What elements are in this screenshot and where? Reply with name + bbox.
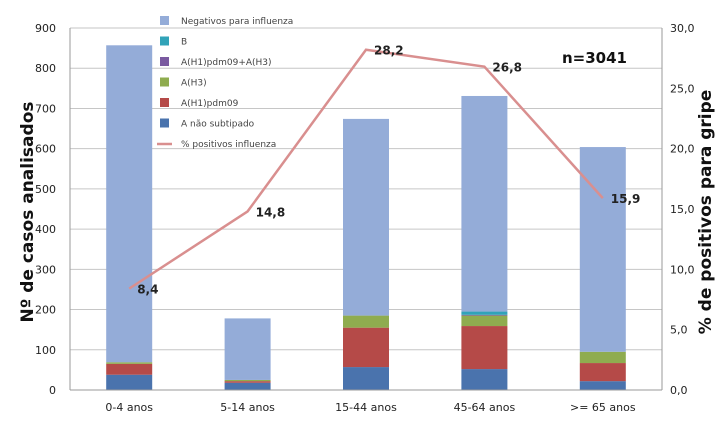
y-tick-left: 800 [35,62,56,75]
bar-segment [579,351,626,364]
line-series [128,48,604,290]
bar-segment [579,363,626,382]
y-axis-title-left: Nº de casos analisados [18,102,38,323]
sample-size-annotation: n=3041 [562,49,627,67]
bar-segment [106,362,153,364]
legend-label: A(H1)pdm09 [181,99,239,109]
y-tick-right: 15,0 [670,203,695,216]
y-tick-left: 700 [35,102,56,115]
legend-label: A(H1)pdm09+A(H3) [181,58,272,68]
x-tick-label: 45-64 anos [454,401,516,414]
y-tick-left: 400 [35,223,56,236]
bar-segment [343,118,389,316]
legend-label: A não subtipado [181,120,255,130]
bar-segment [579,381,626,390]
bar-segment [343,327,389,368]
bar-segment [343,367,389,390]
y-tick-left: 600 [35,143,56,156]
bar-segment [106,45,153,363]
labels: 8,4 14,8 28,2 26,8 15,9 [137,44,640,297]
y-tick-right: 30,0 [670,22,695,35]
legend-swatch [160,16,169,25]
y-tick-right: 5,0 [670,324,688,337]
y-tick-right: 25,0 [670,82,695,95]
y-tick-left: 200 [35,304,56,317]
line-data-label: 14,8 [256,205,286,219]
bar-segment [224,318,271,380]
bar-segment [224,381,271,383]
legend-swatch [160,98,169,107]
bar-segment [106,374,153,390]
bar-segment [461,314,508,316]
bar-segment [461,326,508,370]
legend-label: Negativos para influenza [181,17,293,27]
bars [106,45,626,390]
bar-segment [461,311,508,315]
bar-segment [224,382,271,390]
legend-swatch [160,77,169,87]
line-positivos [128,48,604,290]
bar-segment [343,315,389,328]
y-tick-right: 0,0 [670,384,688,397]
line-data-label: 15,9 [611,192,641,206]
legend-label: % positivos influenza [181,140,276,150]
x-tick-label: 5-14 anos [220,401,275,414]
bar-segment [461,315,508,327]
bar-segment [579,147,626,352]
x-tick-label: 0-4 anos [105,401,153,414]
line-data-label: 28,2 [374,44,404,58]
legend-swatch [160,118,169,128]
y-tick-right: 20,0 [670,143,695,156]
y-tick-left: 500 [35,183,56,196]
x-tick-label: >= 65 anos [570,401,636,414]
y-axis-title-right: % de positivos para gripe [696,90,716,335]
x-tick-label: 15-44 anos [335,401,397,414]
line-data-label: 26,8 [492,61,522,75]
y-tick-left: 0 [49,384,56,397]
legend-label: B [181,38,187,48]
y-tick-right: 10,0 [670,263,695,276]
axes: 0 100 200 300 400 500 600 700 800 900 0,0 5,0 10,0 15… [35,22,695,414]
legend-label: A(H3) [181,79,207,89]
bar-segment [461,369,508,390]
y-tick-left: 900 [35,22,56,35]
bar-segment [461,95,508,312]
y-tick-left: 300 [35,263,56,276]
bar-segment [106,363,153,375]
legend: Negativos para influenza B A(H1)pdm09+A(H3… [157,16,293,150]
line-data-label: 8,4 [137,283,158,297]
legend-swatch [160,36,169,46]
y-tick-left: 100 [35,344,56,357]
legend-swatch [160,57,169,66]
bar-segment [224,379,271,382]
